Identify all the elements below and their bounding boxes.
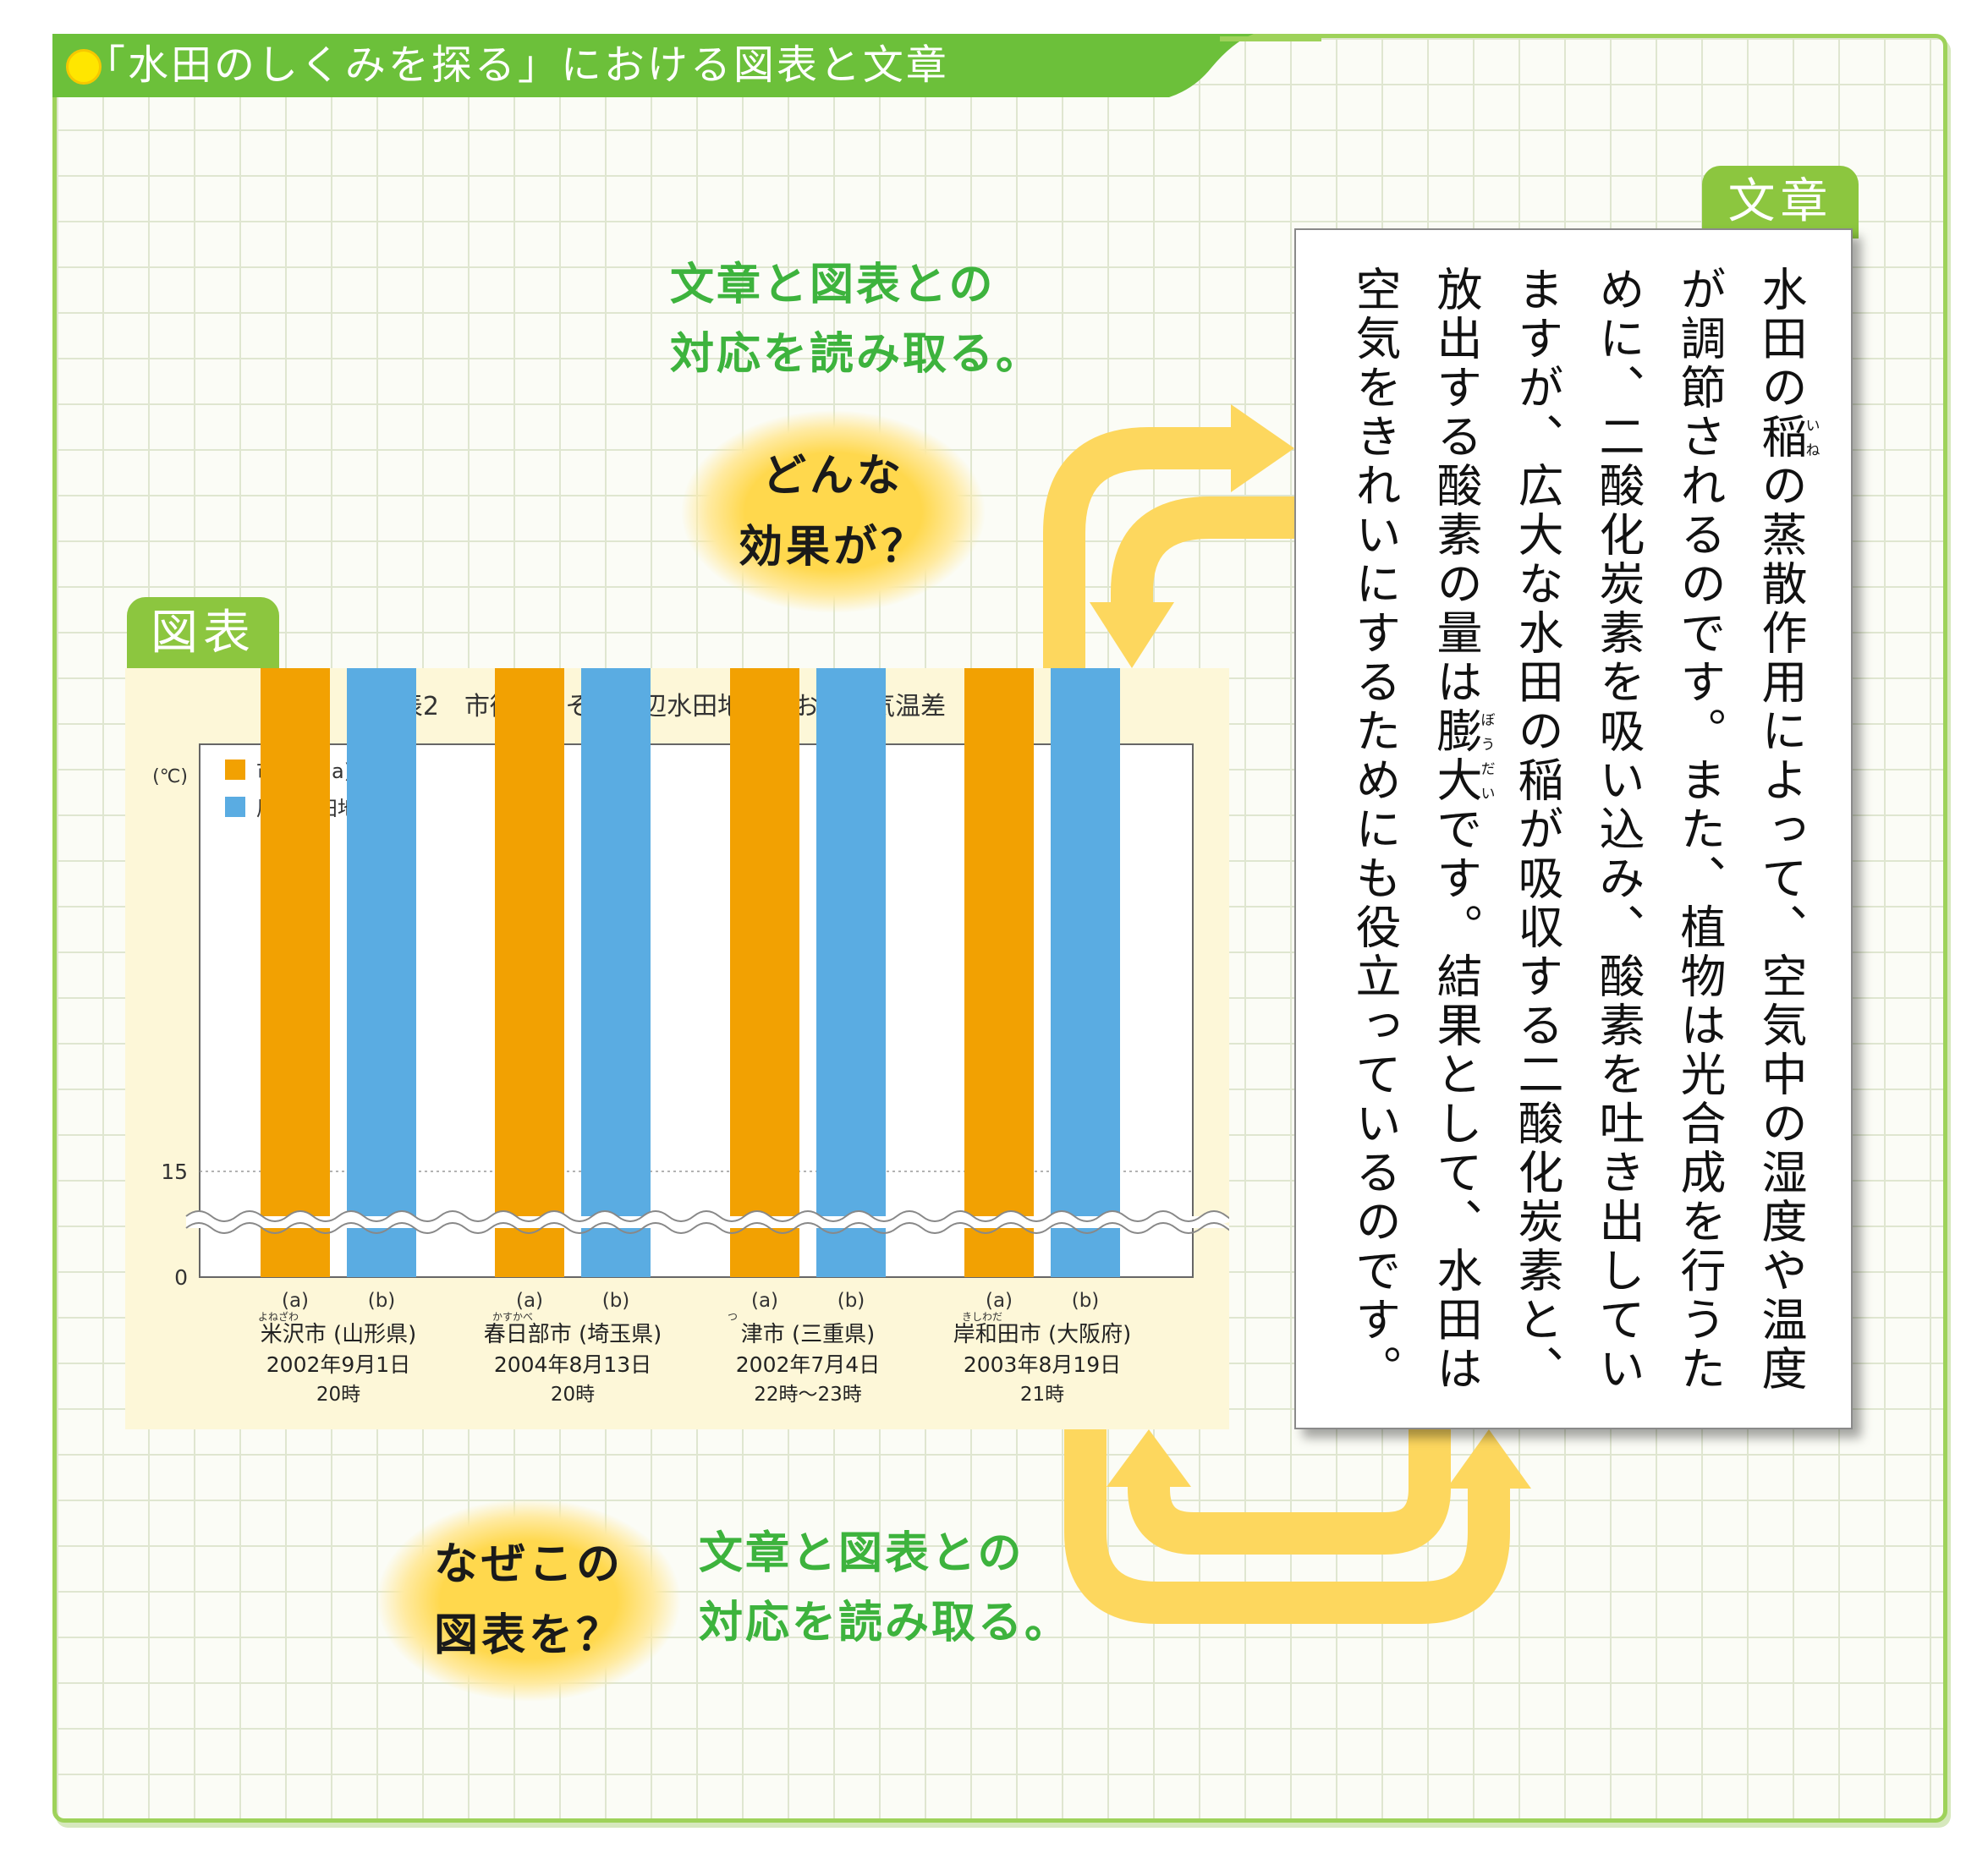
bar-paddy bbox=[816, 668, 886, 1278]
bar-city bbox=[261, 668, 330, 1277]
city-ruby: かすかべ bbox=[492, 1311, 533, 1323]
sub-label-b: (b) bbox=[837, 1290, 865, 1312]
arrow-text-to-chart-top bbox=[1111, 496, 1294, 613]
bar-paddy bbox=[347, 668, 416, 1278]
legend-swatch bbox=[225, 760, 245, 780]
sub-label-b: (b) bbox=[602, 1290, 630, 1312]
read-correspondence-bottom: 文章と図表との 対応を読み取る。 bbox=[699, 1528, 1072, 1648]
observation-date: 2004年8月13日 bbox=[494, 1352, 651, 1377]
text-passage: 水田の稲いねの蒸散作用によって、空気中の湿度や温度が調節されるのです。また、植物… bbox=[1348, 266, 1820, 1394]
observation-date: 2003年8月19日 bbox=[964, 1352, 1121, 1377]
sub-label-b: (b) bbox=[1072, 1290, 1100, 1312]
arrow-text-to-chart-bottom bbox=[1128, 1429, 1451, 1555]
observation-time: 20時 bbox=[551, 1384, 595, 1406]
tab-text: 文章 bbox=[1702, 166, 1859, 239]
tab-chart: 図表 bbox=[127, 597, 279, 670]
arrow-chart-to-text-bottom bbox=[1064, 1429, 1510, 1624]
bar-paddy bbox=[1051, 668, 1120, 1278]
sub-label-a: (a) bbox=[751, 1290, 778, 1312]
sub-label-b: (b) bbox=[368, 1290, 396, 1312]
y-tick-label: 0 bbox=[174, 1265, 188, 1290]
bar-chart: 表2 市街地とその周辺水田地帯における気温差01520253035(℃)市街地 … bbox=[152, 668, 1229, 1406]
read-correspondence-top: 文章と図表との 対応を読み取る。 bbox=[670, 260, 1043, 380]
header-band bbox=[52, 34, 1321, 97]
arrow-head-up-icon bbox=[1447, 1429, 1531, 1489]
bar-paddy bbox=[581, 668, 651, 1277]
y-tick-label: 15 bbox=[161, 1160, 188, 1184]
legend-swatch bbox=[225, 797, 245, 817]
city-ruby: よねざわ bbox=[258, 1310, 299, 1323]
city-name: 岸和田市 (大阪府) bbox=[953, 1322, 1132, 1347]
page-title: 「水田のしくみを探る」における図表と文章 bbox=[85, 41, 949, 89]
sub-label-a: (a) bbox=[516, 1290, 543, 1312]
city-ruby: きしわだ bbox=[962, 1311, 1002, 1323]
arrow-chart-to-text-top bbox=[1043, 427, 1235, 668]
bar-city bbox=[964, 668, 1034, 1277]
arrow-head-up-icon-2 bbox=[1107, 1429, 1191, 1487]
question-bubble-why: なぜこの 図表を？ bbox=[376, 1499, 681, 1702]
sub-label-a: (a) bbox=[986, 1290, 1013, 1312]
arrow-head-down-icon bbox=[1090, 602, 1174, 668]
city-name: 春日部市 (埼玉県) bbox=[484, 1322, 662, 1347]
city-name: 米沢市 (山形県) bbox=[261, 1322, 417, 1347]
observation-time: 20時 bbox=[316, 1384, 360, 1406]
observation-date: 2002年9月1日 bbox=[266, 1352, 410, 1377]
bar-city bbox=[495, 668, 564, 1277]
bullet-icon bbox=[66, 49, 102, 85]
bar-city bbox=[730, 668, 799, 1277]
arrow-head-right-icon bbox=[1231, 404, 1294, 492]
y-axis-unit: (℃) bbox=[152, 766, 188, 787]
city-ruby: つ bbox=[728, 1311, 738, 1323]
city-name: 津市 (三重県) bbox=[741, 1322, 876, 1347]
text-panel: 水田の稲いねの蒸散作用によって、空気中の湿度や温度が調節されるのです。また、植物… bbox=[1294, 228, 1853, 1429]
axis-break-line bbox=[185, 1210, 1229, 1222]
observation-date: 2002年7月4日 bbox=[736, 1352, 880, 1377]
sub-label-a: (a) bbox=[282, 1290, 309, 1312]
axis-break-line-2 bbox=[185, 1222, 1229, 1234]
observation-time: 21時 bbox=[1020, 1384, 1064, 1406]
chart-panel: 表2 市街地とその周辺水田地帯における気温差01520253035(℃)市街地 … bbox=[125, 668, 1229, 1429]
observation-time: 22時～23時 bbox=[754, 1384, 862, 1406]
question-bubble-effect: どんな 効果が？ bbox=[681, 410, 986, 613]
